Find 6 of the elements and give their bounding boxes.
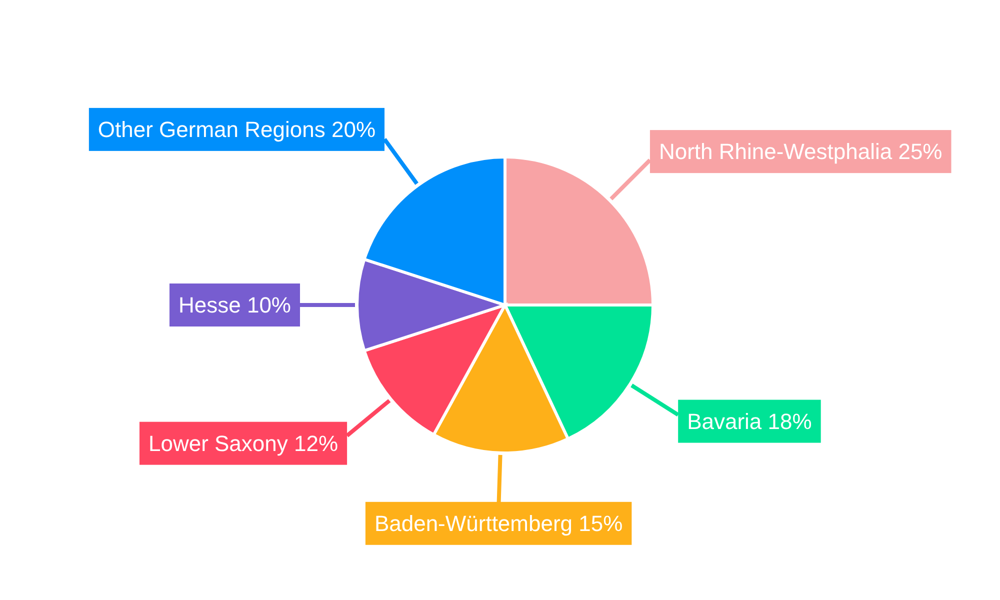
slice-label: Hesse 10% <box>178 292 291 318</box>
slice-label: Other German Regions 20% <box>98 116 376 142</box>
slice-label: Lower Saxony 12% <box>148 430 338 456</box>
slice-label: Baden-Württemberg 15% <box>374 510 623 536</box>
slice-label: North Rhine-Westphalia 25% <box>658 139 942 164</box>
slice-label: Bavaria 18% <box>687 408 812 434</box>
